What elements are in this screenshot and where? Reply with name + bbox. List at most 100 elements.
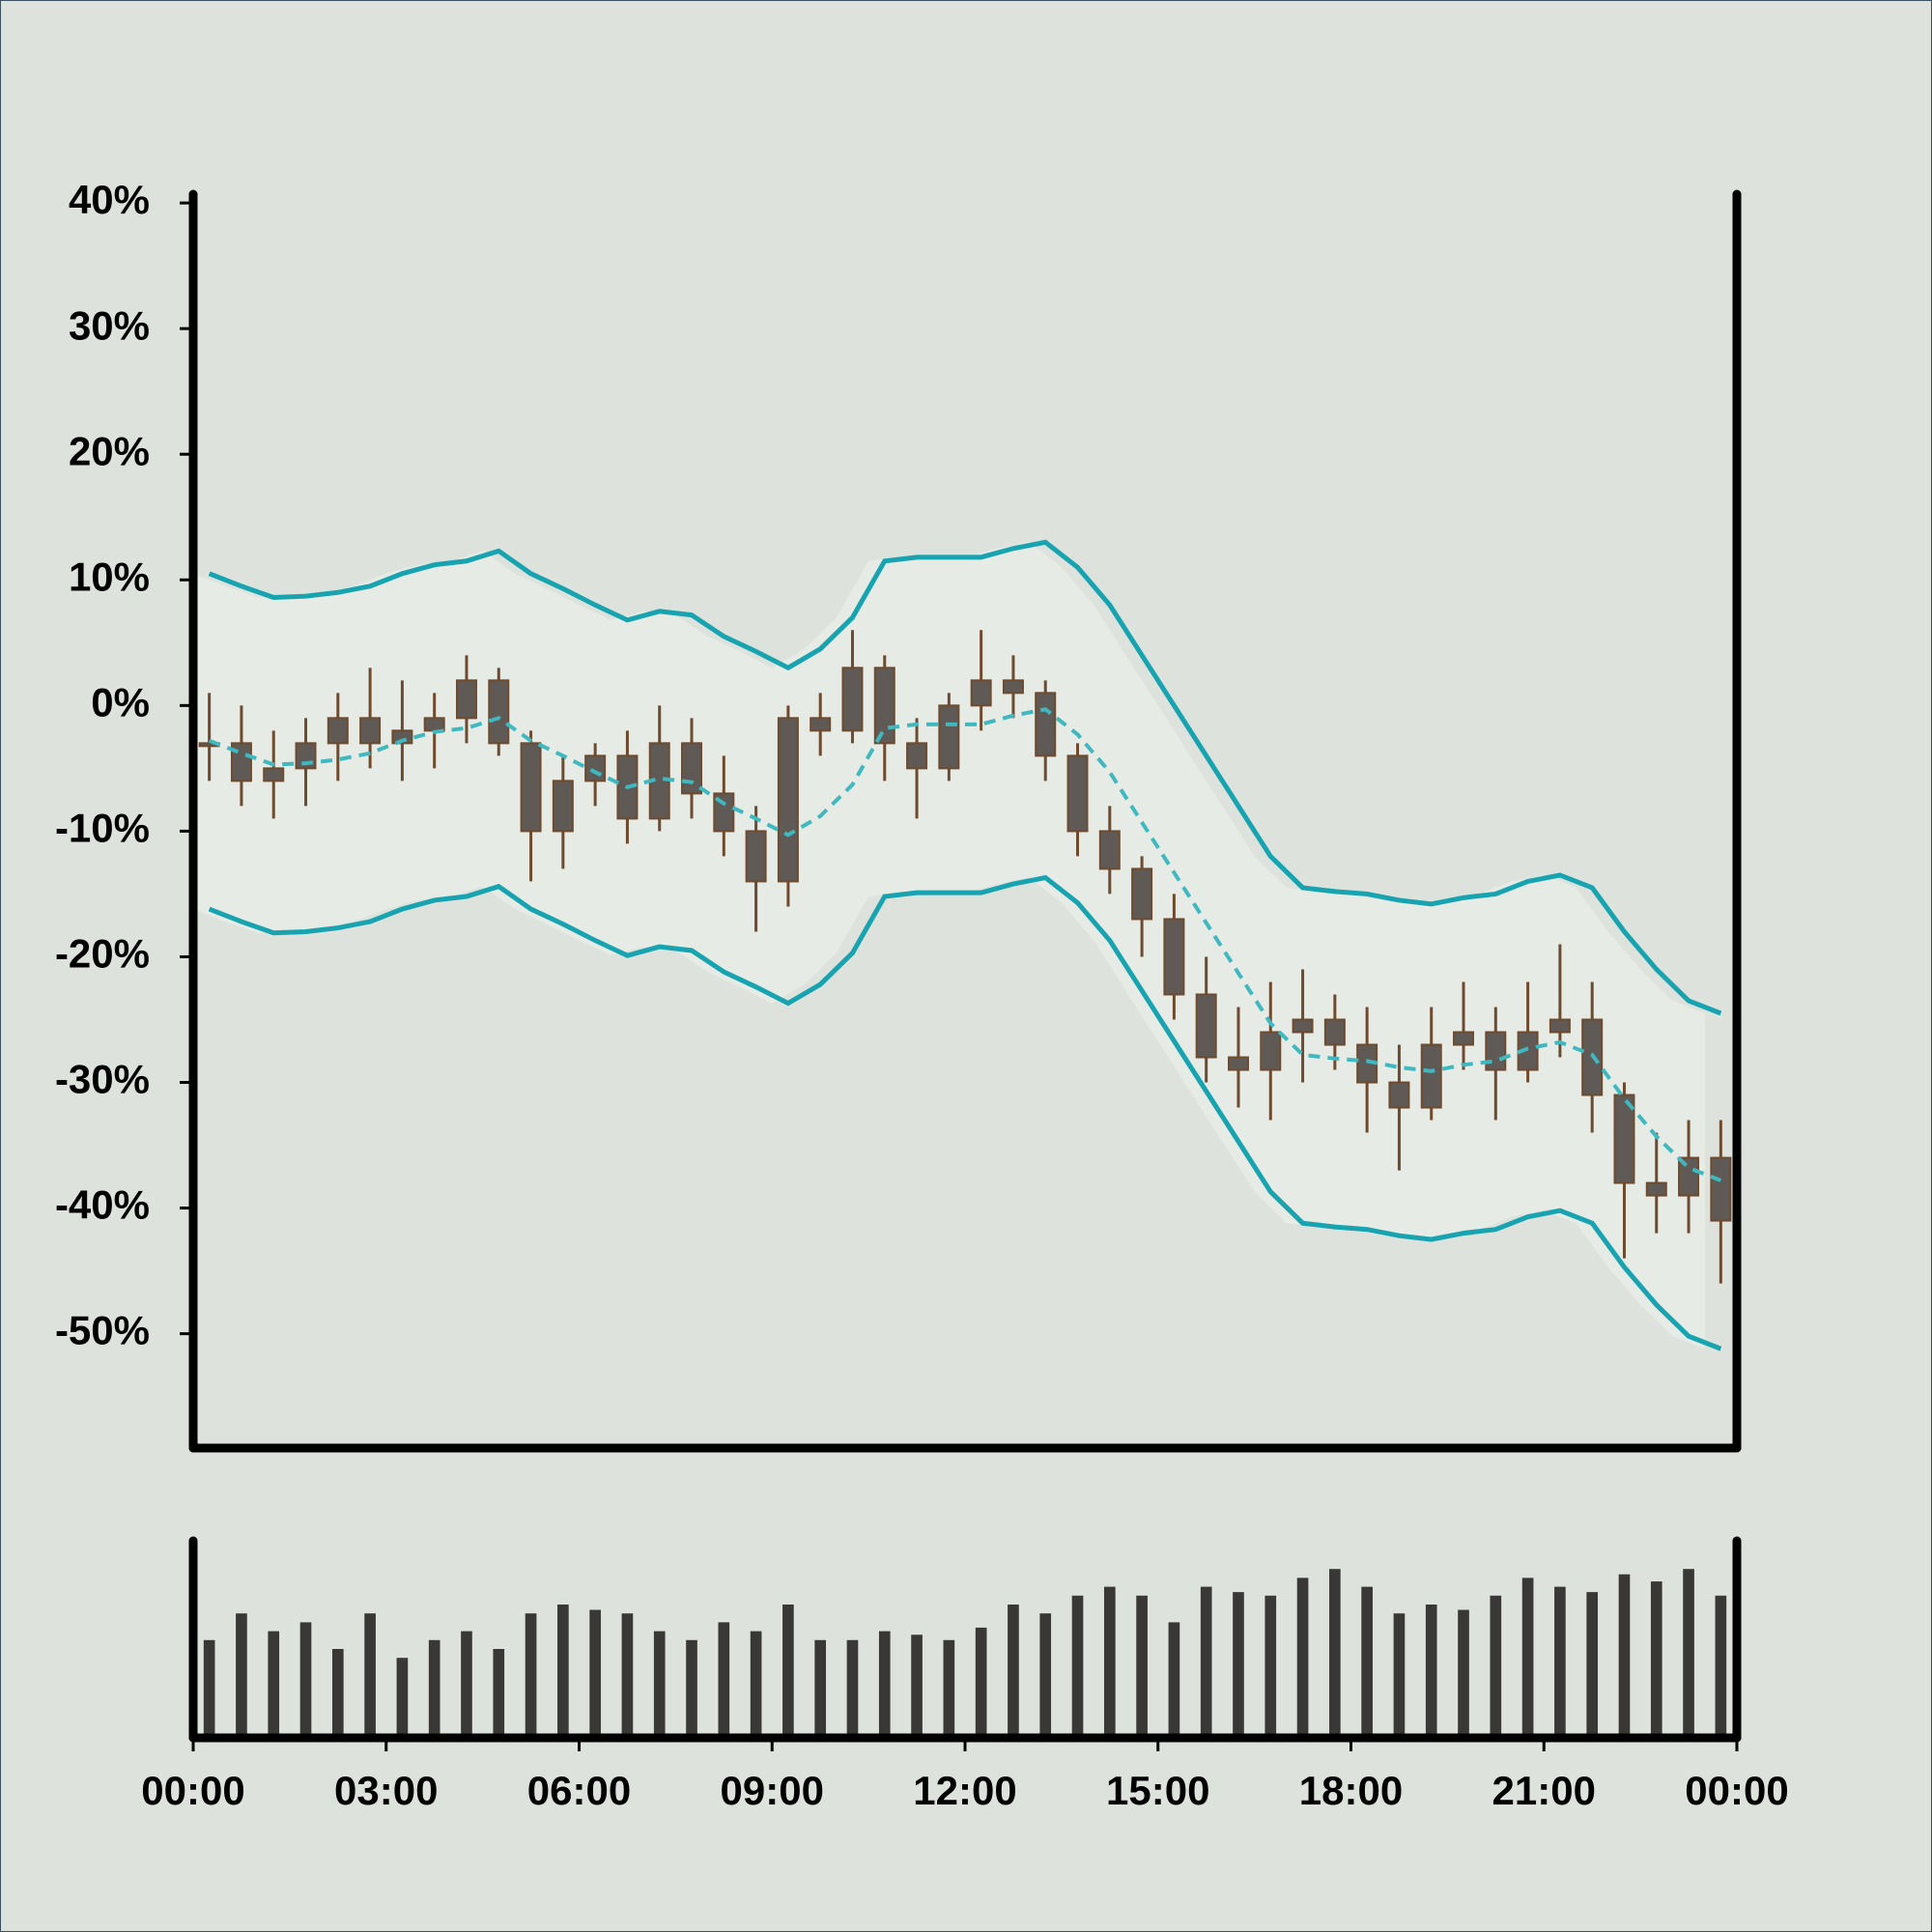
y-tick-label: 0%: [91, 679, 150, 724]
volume-bar: [878, 1631, 891, 1738]
volume-bar: [782, 1605, 794, 1738]
candle-body: [1292, 1018, 1314, 1034]
volume-bar: [1103, 1586, 1116, 1738]
volume-bar: [1136, 1595, 1148, 1738]
candle-body: [810, 717, 832, 732]
volume-bar: [846, 1639, 859, 1738]
volume-bar: [750, 1631, 762, 1738]
volume-bar: [1425, 1605, 1437, 1738]
candle-body: [906, 742, 928, 770]
candle-body: [455, 679, 477, 720]
candle-body: [1645, 1181, 1667, 1197]
volume-bar: [1233, 1592, 1244, 1738]
x-tick-label: 06:00: [527, 1768, 631, 1813]
plot-area: 40% 30% 20% 10% 0% -10% -20% -30% -40% -50% 00:00 0…: [55, 177, 1789, 1813]
volume-bar: [589, 1609, 601, 1738]
x-tick-label: 15:00: [1106, 1768, 1209, 1813]
x-tick-label: 18:00: [1299, 1768, 1403, 1813]
candle-body: [1710, 1156, 1732, 1222]
y-tick-label: -40%: [55, 1182, 150, 1228]
volume-bar: [1618, 1574, 1631, 1738]
volume-bar: [268, 1631, 280, 1738]
volume-bar: [1264, 1595, 1277, 1738]
candle-body: [520, 742, 542, 833]
volume-bar: [943, 1639, 955, 1738]
candle-body: [1453, 1031, 1475, 1046]
volume-bar: [203, 1639, 215, 1738]
candle-body: [423, 717, 445, 732]
x-tick-label: 21:00: [1492, 1768, 1596, 1813]
volume-bar: [1296, 1577, 1309, 1738]
candle-body: [1066, 754, 1089, 833]
volume-bar: [653, 1631, 666, 1738]
volume-bar: [1554, 1586, 1566, 1738]
volume-bar: [1650, 1581, 1662, 1738]
volume-bar: [1683, 1569, 1694, 1738]
volume-bar: [814, 1639, 827, 1738]
candle-body: [1260, 1031, 1282, 1071]
volume-bar: [621, 1613, 634, 1738]
volume-bar: [1168, 1622, 1180, 1738]
candle-body: [1420, 1043, 1442, 1109]
volume-bar: [686, 1639, 697, 1738]
candle-body: [1227, 1056, 1249, 1071]
volume-bar: [331, 1649, 344, 1738]
band-lower: [208, 874, 1722, 1351]
candle-body: [873, 667, 895, 745]
volume-bar: [911, 1634, 923, 1738]
candle-body: [970, 679, 992, 707]
candle-body: [263, 767, 285, 782]
candle-body: [488, 679, 510, 745]
volume-bar: [493, 1649, 505, 1738]
candle-body: [552, 780, 574, 833]
band-fill: [193, 542, 1705, 1350]
candle-body: [1678, 1156, 1700, 1197]
volume-bar: [1490, 1595, 1502, 1738]
x-tick-label: 00:00: [1685, 1768, 1788, 1813]
candle-body: [1388, 1081, 1410, 1109]
volume-bar: [1393, 1613, 1406, 1738]
candle-body: [1195, 993, 1217, 1059]
volume-bar: [461, 1631, 472, 1738]
candle-body: [1548, 1018, 1571, 1034]
candle-body: [1035, 692, 1057, 757]
y-tick-label: -30%: [55, 1057, 150, 1102]
volume-bar: [236, 1613, 247, 1738]
volume-bar: [428, 1639, 440, 1738]
candle-body: [391, 729, 413, 745]
candle-body: [841, 667, 864, 732]
volume-bar: [1071, 1595, 1084, 1738]
y-tick-label: 20%: [69, 428, 150, 473]
x-tick-label: 12:00: [913, 1768, 1016, 1813]
candle-body: [1131, 867, 1153, 921]
y-tick-label: -10%: [55, 805, 150, 850]
x-tick-label: 00:00: [141, 1768, 244, 1813]
candle-body: [745, 830, 767, 883]
candle-body: [938, 704, 960, 770]
y-tick-label: -50%: [55, 1308, 150, 1353]
candle-body: [1613, 1094, 1635, 1184]
candle-body: [1485, 1031, 1507, 1071]
y-tick-label: 10%: [69, 554, 150, 599]
volume-bar: [1586, 1592, 1599, 1738]
candle-body: [777, 717, 799, 883]
candle-body: [713, 792, 735, 833]
x-tick-label: 09:00: [721, 1768, 824, 1813]
y-tick-label: -20%: [55, 931, 150, 977]
volume-bar: [1200, 1586, 1212, 1738]
x-tick-label: 03:00: [334, 1768, 438, 1813]
volume-bar: [1039, 1613, 1052, 1738]
y-tick-label: 40%: [69, 177, 150, 222]
volume-bar: [557, 1605, 569, 1738]
volume-bar: [1329, 1569, 1341, 1738]
volume-bar: [299, 1622, 312, 1738]
candle-body: [1002, 679, 1024, 695]
candle-body: [1163, 918, 1185, 996]
candle-body: [327, 717, 349, 745]
candle-body: [359, 717, 382, 745]
band-middle: [208, 707, 1722, 1182]
volume-bar: [1715, 1595, 1727, 1738]
y-tick-label: 30%: [69, 302, 150, 348]
